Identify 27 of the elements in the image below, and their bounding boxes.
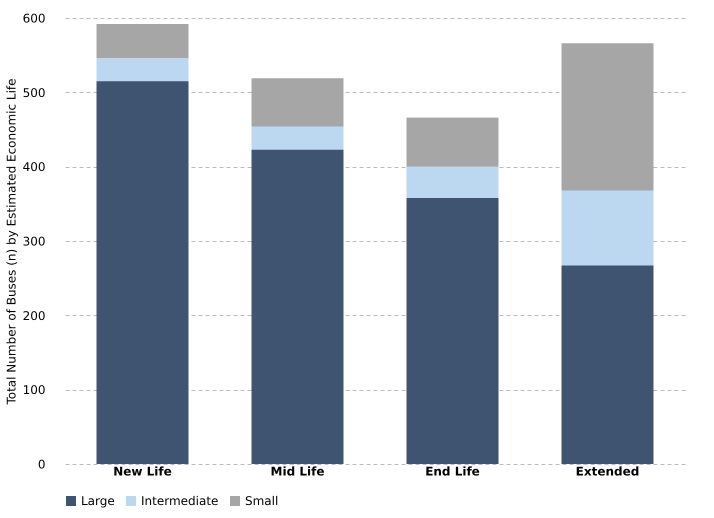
y-tick-label: 500 <box>22 86 46 100</box>
legend-label: Large <box>81 494 115 508</box>
y-tick-label: 200 <box>22 308 46 323</box>
bar <box>96 81 188 464</box>
y-tick-label: 600 <box>22 12 46 26</box>
x-tick-label: Extended <box>576 464 640 478</box>
bar <box>406 118 498 167</box>
bar <box>96 58 188 82</box>
bar <box>96 24 188 58</box>
bar <box>562 43 654 190</box>
bar <box>252 78 344 127</box>
y-tick-label: 400 <box>22 160 46 174</box>
bar <box>406 166 498 198</box>
bar <box>562 190 654 266</box>
x-tick-label: End Life <box>425 464 480 478</box>
legend-label: Small <box>245 494 278 508</box>
y-axis-title: Total Number of Buses (n) by Estimated Economic Life <box>4 78 19 406</box>
x-tick-label: New Life <box>113 464 172 478</box>
bar <box>406 198 498 464</box>
y-tick-label: 100 <box>22 383 46 398</box>
bar <box>252 150 344 464</box>
bar <box>252 126 344 150</box>
bar <box>562 266 654 464</box>
y-tick-label: 0 <box>38 458 46 472</box>
legend-label: Intermediate <box>141 494 218 508</box>
x-tick-label: Mid Life <box>270 464 324 478</box>
y-tick-label: 300 <box>22 234 46 248</box>
